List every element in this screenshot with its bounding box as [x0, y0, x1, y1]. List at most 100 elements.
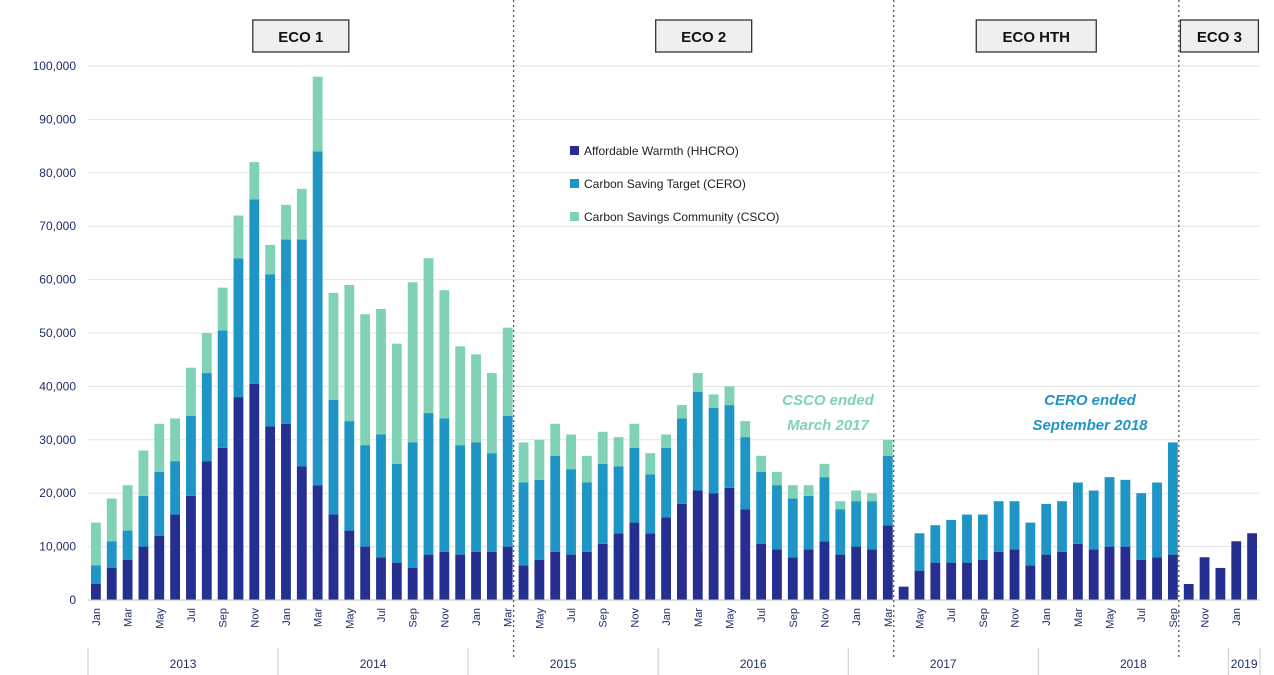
bar-cero: [1025, 522, 1036, 566]
phase-label-eco-hth: ECO HTH: [975, 19, 1097, 53]
x-tick-label: Jul: [186, 608, 198, 622]
x-tick-label: Jul: [756, 608, 768, 622]
legend-swatch-hhcro: [570, 146, 579, 155]
bar-csco: [154, 423, 165, 472]
x-tick-label: Jul: [376, 608, 388, 622]
x-tick-label: Jul: [946, 608, 958, 622]
x-tick-label: Mar: [1073, 608, 1085, 627]
x-tick-label: Jul: [566, 608, 578, 622]
bar-csco: [391, 343, 402, 464]
bar-hhcro: [1247, 533, 1257, 600]
bar-cero: [154, 471, 165, 536]
x-tick-label: Nov: [1010, 608, 1022, 628]
bar-hhcro: [471, 551, 481, 600]
phase-label-text: ECO 1: [278, 29, 323, 46]
legend-item-hhcro: Affordable Warmth (HHCRO): [570, 144, 739, 158]
x-tick-label: Mar: [503, 608, 515, 627]
bar-cero: [835, 509, 846, 555]
bar-csco: [772, 471, 782, 486]
bar-csco: [170, 418, 181, 462]
bar-cero: [882, 455, 893, 526]
bar-csco: [740, 421, 751, 438]
x-tick-label: May: [534, 608, 546, 629]
bar-cero: [867, 501, 877, 550]
bar-cero: [692, 391, 703, 491]
annotation-csco-ended: CSCO ended March 2017: [782, 392, 875, 434]
bar-csco: [534, 439, 545, 480]
bar-csco: [518, 442, 529, 483]
year-label: 2013: [170, 657, 197, 671]
bar-cero: [724, 405, 735, 488]
annotation-cero-line-1: CERO ended: [1044, 392, 1137, 409]
bar-cero: [1152, 482, 1162, 558]
bar-csco: [645, 453, 656, 475]
bar-hhcro: [597, 543, 608, 600]
bar-hhcro: [455, 554, 466, 600]
bar-csco: [692, 373, 703, 392]
bar-hhcro: [740, 509, 751, 600]
bar-hhcro: [867, 549, 877, 600]
bar-hhcro: [1025, 565, 1036, 600]
y-tick-label: 30,000: [39, 433, 76, 447]
legend-item-cero: Carbon Saving Target (CERO): [570, 177, 746, 191]
bar-csco: [233, 215, 244, 259]
bar-hhcro: [296, 466, 307, 600]
bar-hhcro: [803, 549, 814, 600]
bar-csco: [281, 204, 291, 240]
bar-hhcro: [328, 514, 339, 600]
x-tick-label: May: [914, 608, 926, 629]
x-tick-label: Jan: [281, 608, 293, 626]
bar-cero: [566, 469, 576, 555]
bar-csco: [439, 290, 450, 419]
y-tick-label: 10,000: [39, 540, 76, 554]
bar-hhcro: [1231, 541, 1242, 600]
bar-hhcro: [661, 517, 671, 600]
x-tick-label: Jan: [471, 608, 483, 626]
bar-hhcro: [233, 397, 244, 600]
bar-hhcro: [1152, 557, 1162, 600]
bar-cero: [106, 541, 117, 568]
bar-cero: [344, 421, 355, 531]
bar-hhcro: [1167, 554, 1178, 600]
x-axis: Jan Mar May Jul Sep Nov Jan Mar May Jul Sep Nov Jan M…: [87, 599, 1261, 675]
bar-cero: [217, 330, 228, 448]
legend-swatch-cero: [570, 179, 579, 188]
legend-item-csco: Carbon Savings Community (CSCO): [570, 210, 779, 224]
bar-csco: [106, 498, 117, 542]
bar-hhcro: [1057, 551, 1067, 600]
bar-csco: [851, 490, 862, 502]
year-label: 2015: [550, 657, 577, 671]
bar-cero: [138, 495, 149, 547]
bar-hhcro: [170, 514, 181, 600]
bar-hhcro: [534, 559, 545, 600]
y-tick-label: 0: [69, 593, 76, 607]
x-tick-label: Sep: [978, 608, 990, 628]
bar-hhcro: [882, 525, 893, 600]
bar-cero: [772, 485, 782, 550]
bar-cero: [645, 474, 656, 534]
bar-hhcro: [708, 493, 719, 600]
bar-hhcro: [1183, 583, 1194, 600]
bar-csco: [708, 394, 719, 408]
y-tick-label: 40,000: [39, 379, 76, 393]
year-label: 2018: [1120, 657, 1147, 671]
bar-hhcro: [1072, 543, 1083, 600]
bar-cero: [613, 466, 624, 534]
year-label: 2019: [1231, 657, 1258, 671]
phase-label-box: [975, 19, 1097, 53]
bar-hhcro: [581, 551, 592, 600]
x-tick-label: Mar: [123, 608, 135, 627]
bar-hhcro: [439, 551, 450, 600]
phase-label-eco-3: ECO 3: [1179, 19, 1260, 53]
bar-csco: [455, 346, 466, 446]
bar-cero: [930, 525, 941, 563]
annotation-csco-line-1: CSCO ended: [782, 392, 875, 409]
legend-label-hhcro: Affordable Warmth (HHCRO): [584, 144, 739, 158]
bar-hhcro: [486, 551, 497, 600]
bar-hhcro: [930, 562, 941, 600]
bar-csco: [407, 282, 418, 443]
bar-cero: [265, 274, 276, 427]
bar-hhcro: [724, 487, 735, 600]
bar-hhcro: [106, 567, 117, 600]
